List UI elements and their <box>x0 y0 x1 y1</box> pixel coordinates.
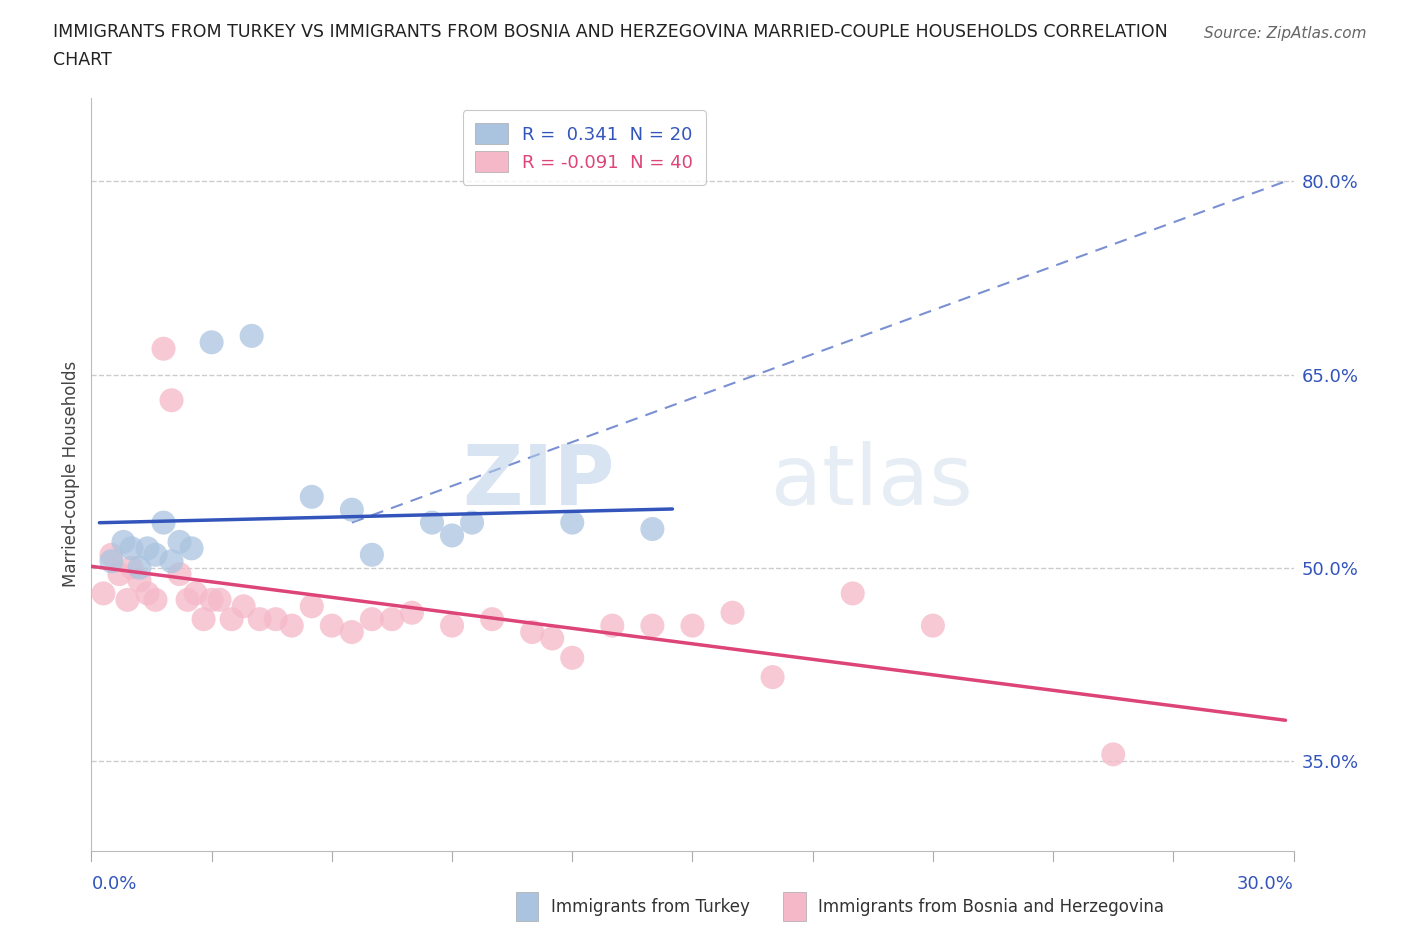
Point <box>145 548 167 563</box>
Point <box>641 522 664 537</box>
Text: CHART: CHART <box>53 51 112 69</box>
Point <box>360 548 382 563</box>
Point <box>841 586 863 601</box>
Point <box>128 573 150 588</box>
Point <box>440 528 463 543</box>
Text: IMMIGRANTS FROM TURKEY VS IMMIGRANTS FROM BOSNIA AND HERZEGOVINA MARRIED-COUPLE : IMMIGRANTS FROM TURKEY VS IMMIGRANTS FRO… <box>53 23 1168 41</box>
Point <box>117 592 139 607</box>
Point <box>136 586 159 601</box>
Point <box>522 625 544 640</box>
Point <box>264 612 287 627</box>
Point <box>321 618 343 633</box>
Point <box>762 670 785 684</box>
Point <box>160 392 183 407</box>
Point <box>281 618 304 633</box>
Point <box>249 612 271 627</box>
Point <box>381 612 404 627</box>
Point <box>922 618 945 633</box>
Point <box>721 605 744 620</box>
Point <box>160 553 183 568</box>
Point <box>145 592 167 607</box>
Point <box>152 515 174 530</box>
Point <box>340 502 363 517</box>
Point <box>100 553 122 568</box>
Point <box>360 612 382 627</box>
Text: 30.0%: 30.0% <box>1237 875 1294 893</box>
Point <box>184 586 207 601</box>
Legend: R =  0.341  N = 20, R = -0.091  N = 40: R = 0.341 N = 20, R = -0.091 N = 40 <box>463 111 706 185</box>
Point <box>232 599 254 614</box>
Point <box>176 592 198 607</box>
Point <box>481 612 503 627</box>
Point <box>169 566 191 581</box>
Text: atlas: atlas <box>770 442 973 523</box>
Point <box>108 566 131 581</box>
Point <box>340 625 363 640</box>
Point <box>193 612 215 627</box>
Text: 0.0%: 0.0% <box>91 875 136 893</box>
Point <box>561 650 583 665</box>
Text: Source: ZipAtlas.com: Source: ZipAtlas.com <box>1204 26 1367 41</box>
Point <box>1102 747 1125 762</box>
Point <box>169 535 191 550</box>
Point <box>440 618 463 633</box>
Point <box>602 618 624 633</box>
Point <box>221 612 243 627</box>
Point <box>401 605 423 620</box>
Point <box>128 560 150 575</box>
Point <box>100 548 122 563</box>
Point <box>240 328 263 343</box>
Point <box>420 515 443 530</box>
Point <box>180 541 202 556</box>
Point <box>201 592 224 607</box>
Point <box>112 535 135 550</box>
Point <box>152 341 174 356</box>
Point <box>121 560 143 575</box>
Text: ZIP: ZIP <box>461 442 614 523</box>
Point <box>561 515 583 530</box>
Point <box>641 618 664 633</box>
Text: Immigrants from Bosnia and Herzegovina: Immigrants from Bosnia and Herzegovina <box>818 897 1164 916</box>
Point <box>461 515 484 530</box>
Point <box>208 592 231 607</box>
Point <box>201 335 224 350</box>
Point <box>541 631 564 646</box>
Point <box>301 599 323 614</box>
Point <box>93 586 115 601</box>
Point <box>136 541 159 556</box>
Point <box>681 618 703 633</box>
Text: Immigrants from Turkey: Immigrants from Turkey <box>551 897 749 916</box>
Y-axis label: Married-couple Households: Married-couple Households <box>62 361 80 588</box>
Point <box>121 541 143 556</box>
Point <box>301 489 323 504</box>
